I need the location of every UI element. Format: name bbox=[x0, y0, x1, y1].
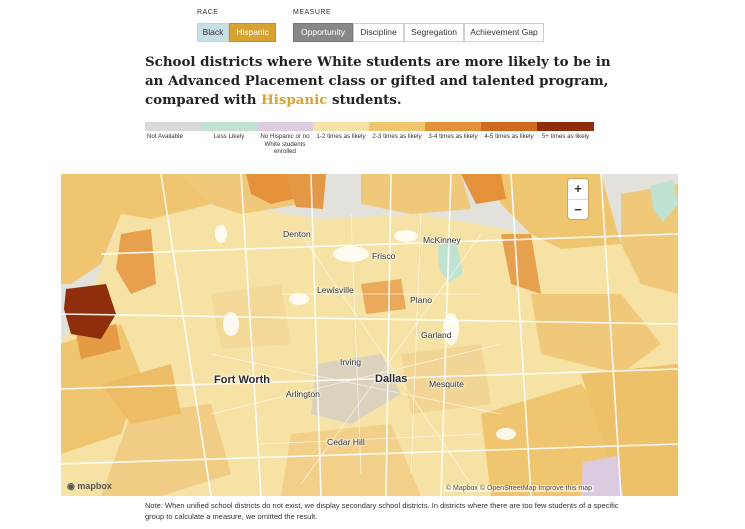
city-label-arlington: Arlington bbox=[286, 389, 320, 399]
measure-option-segregation[interactable]: Segregation bbox=[404, 23, 464, 42]
legend-label: 5+ times as likely bbox=[541, 133, 590, 140]
legend-swatch-3-4 bbox=[425, 122, 481, 131]
legend-label: Not Available bbox=[146, 133, 183, 140]
headline: School districts where White students ar… bbox=[145, 53, 615, 110]
headline-text: School districts where White students ar… bbox=[145, 54, 611, 108]
legend-swatch-no-students bbox=[257, 122, 313, 131]
race-label: RACE bbox=[197, 9, 219, 16]
city-label-mckinney: McKinney bbox=[423, 235, 461, 245]
footnote: Note: When unified school districts do n… bbox=[145, 501, 619, 521]
legend-label: Less Likely bbox=[213, 133, 245, 140]
measure-option-opportunity[interactable]: Opportunity bbox=[293, 23, 353, 42]
city-label-garland: Garland bbox=[421, 330, 452, 340]
map-canvas bbox=[61, 174, 678, 496]
zoom-control: + − bbox=[568, 179, 588, 219]
city-label-fort-worth: Fort Worth bbox=[214, 374, 271, 386]
measure-option-achievement-gap[interactable]: Achievement Gap bbox=[464, 23, 544, 42]
choropleth-map[interactable]: Denton McKinney Frisco Lewisville Plano … bbox=[61, 174, 678, 496]
legend-label: 2-3 times as likely bbox=[372, 133, 422, 140]
zoom-out-button[interactable]: − bbox=[568, 199, 588, 220]
measure-option-discipline[interactable]: Discipline bbox=[353, 23, 404, 42]
legend-swatch-4-5 bbox=[481, 122, 537, 131]
legend-swatch-5-plus bbox=[537, 122, 594, 131]
mapbox-logo-text: mapbox bbox=[77, 481, 112, 491]
city-label-mesquite: Mesquite bbox=[429, 379, 464, 389]
race-option-hispanic[interactable]: Hispanic bbox=[229, 23, 276, 42]
city-label-lewisville: Lewisville bbox=[317, 285, 354, 295]
measure-label: MEASURE bbox=[293, 9, 332, 16]
map-attribution[interactable]: © Mapbox © OpenStreetMap Improve this ma… bbox=[443, 485, 594, 492]
legend-swatch-1-2 bbox=[313, 122, 369, 131]
legend-label: 4-5 times as likely bbox=[484, 133, 534, 140]
legend-label: 3-4 times as likely bbox=[428, 133, 478, 140]
headline-text-end: students. bbox=[327, 92, 402, 108]
legend-swatch-not-available bbox=[145, 122, 201, 131]
city-label-irving: Irving bbox=[340, 357, 362, 367]
city-label-dallas: Dallas bbox=[375, 373, 408, 385]
legend-swatch-2-3 bbox=[369, 122, 425, 131]
race-option-black[interactable]: Black bbox=[197, 23, 229, 42]
city-label-frisco: Frisco bbox=[372, 251, 396, 261]
city-label-plano: Plano bbox=[410, 295, 432, 305]
zoom-in-button[interactable]: + bbox=[574, 181, 582, 196]
headline-highlight: Hispanic bbox=[261, 92, 328, 108]
mapbox-logo-icon: ◉ bbox=[67, 481, 75, 491]
legend-swatch-less-likely bbox=[201, 122, 257, 131]
city-label-cedar-hill: Cedar Hill bbox=[327, 437, 365, 447]
legend-label: 1-2 times as likely bbox=[316, 133, 366, 140]
legend-label: No Hispanic or no White students enrolle… bbox=[260, 133, 310, 155]
mapbox-logo[interactable]: ◉ mapbox bbox=[67, 481, 112, 492]
city-label-denton: Denton bbox=[283, 229, 311, 239]
